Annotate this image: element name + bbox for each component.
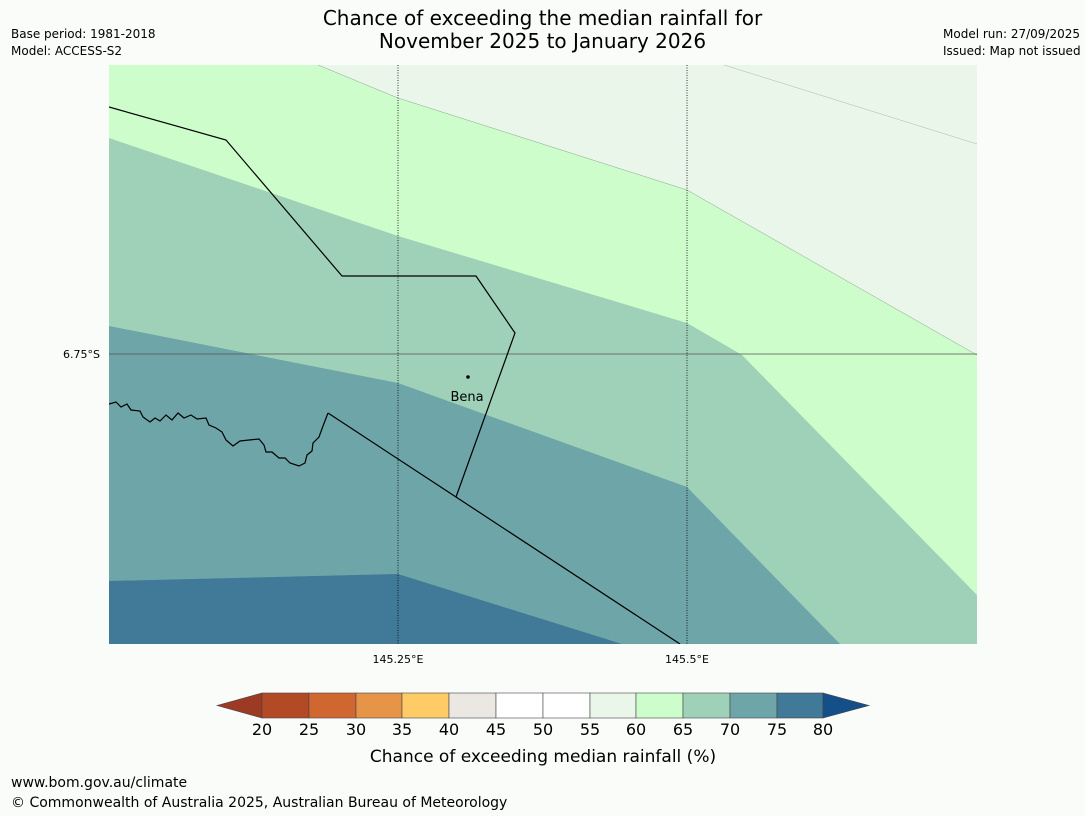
footer-copyright: © Commonwealth of Australia 2025, Austra…: [11, 795, 508, 811]
colorbar-tick: 30: [346, 720, 366, 739]
colorbar-tick: 65: [673, 720, 693, 739]
model-text: Model: ACCESS-S2: [11, 44, 123, 58]
colorbar-35-40: [401, 692, 450, 719]
page-title: Chance of exceeding the median rainfall …: [0, 7, 1085, 53]
colorbar-tick: 40: [439, 720, 459, 739]
colorbar-tick: 60: [626, 720, 646, 739]
title-line-1: Chance of exceeding the median rainfall …: [322, 6, 763, 30]
colorbar-tick: 55: [580, 720, 600, 739]
title-line-2: November 2025 to January 2026: [378, 29, 707, 53]
lon-label-1: 145.25°E: [373, 653, 424, 666]
colorbar-tick: 25: [299, 720, 319, 739]
base-period-text: Base period: 1981-2018: [11, 27, 156, 41]
issued-text: Issued: Map not issued: [943, 44, 1081, 58]
lat-label: 6.75°S: [63, 348, 100, 361]
colorbar-70-75: [729, 692, 778, 719]
colorbar-65-70: [682, 692, 731, 719]
colorbar-tick: 45: [486, 720, 506, 739]
colorbar-75-80: [776, 692, 824, 719]
band-75-80: [109, 574, 622, 644]
colorbar-55-60: [589, 692, 637, 719]
colorbar-tick: 75: [767, 720, 787, 739]
colorbar-tick: 80: [813, 720, 833, 739]
probability-map: [109, 65, 977, 644]
town-label: Bena: [450, 390, 483, 405]
colorbar-60-65: [635, 692, 684, 719]
model-run-text: Model run: 27/09/2025: [943, 27, 1081, 41]
colorbar-25-30: [308, 692, 357, 719]
colorbar-tick: 20: [252, 720, 272, 739]
footer-url[interactable]: www.bom.gov.au/climate: [11, 775, 188, 791]
province-boundary: [109, 106, 516, 498]
colorbar-label: Chance of exceeding median rainfall (%): [370, 747, 716, 767]
colorbar-50-55: [542, 692, 591, 719]
colorbar-tick: 70: [720, 720, 740, 739]
lon-label-2: 145.5°E: [665, 653, 709, 666]
town-marker: [466, 375, 470, 379]
colorbar-above-arrow: [822, 692, 871, 719]
colorbar-30-35: [355, 692, 403, 719]
colorbar-45-50: [495, 692, 544, 719]
band-70-75: [109, 326, 840, 644]
colorbar-below-arrow: [215, 692, 263, 719]
colorbar-20-25: [261, 692, 310, 719]
border-line: [109, 401, 329, 467]
colorbar-40-45: [448, 692, 497, 719]
colorbar-tick: 35: [392, 720, 412, 739]
colorbar-ticks: 20 25 30 35 40 45 50 55 60 65 70 75 80: [252, 720, 833, 739]
province-boundary-south: [327, 412, 681, 644]
colorbar-tick: 50: [533, 720, 553, 739]
colorbar: [215, 692, 871, 719]
